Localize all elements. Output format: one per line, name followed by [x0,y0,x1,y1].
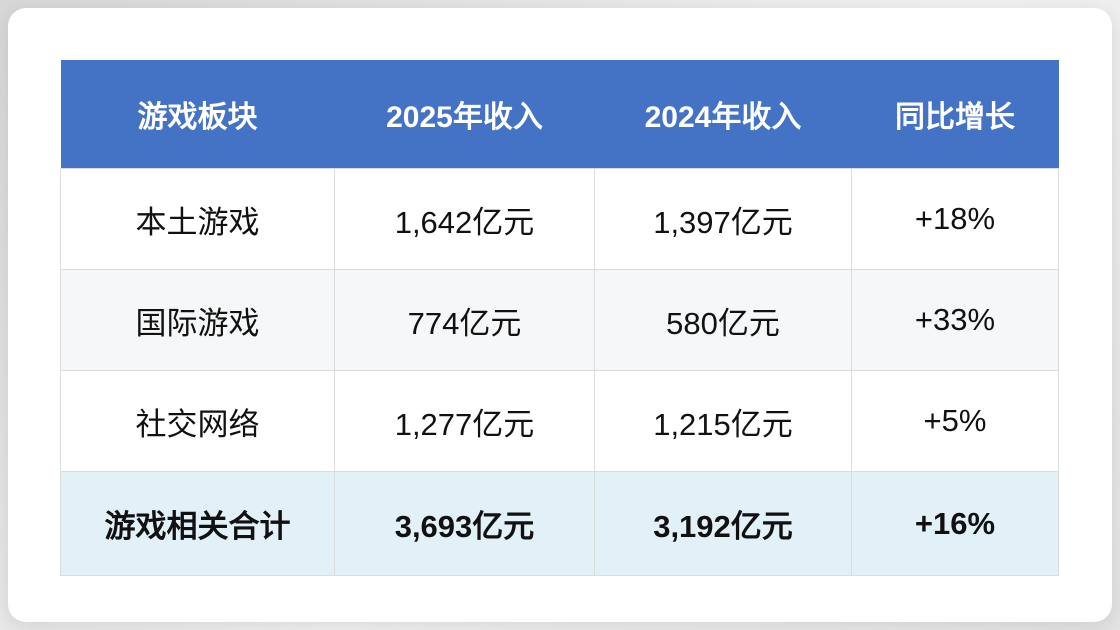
table-header-row: 游戏板块 2025年收入 2024年收入 同比增长 [60,60,1059,169]
revenue-2024-cell: 580亿元 [594,269,852,371]
table-card: 游戏板块 2025年收入 2024年收入 同比增长 本土游戏 1,642亿元 1… [8,8,1112,622]
revenue-2024-cell: 1,215亿元 [594,370,852,472]
revenue-2024-cell: 3,192亿元 [594,471,852,576]
table-row-games-total: 游戏相关合计 3,693亿元 3,192亿元 +16% [60,471,1059,576]
revenue-table: 游戏板块 2025年收入 2024年收入 同比增长 本土游戏 1,642亿元 1… [60,60,1059,576]
segment-cell: 国际游戏 [60,269,335,371]
yoy-growth-cell: +18% [851,168,1059,270]
yoy-growth-cell: +16% [851,471,1059,576]
revenue-2024-cell: 1,397亿元 [594,168,852,270]
segment-cell: 社交网络 [60,370,335,472]
segment-cell: 本土游戏 [60,168,335,270]
yoy-growth-cell: +33% [851,269,1059,371]
column-header-revenue-2025: 2025年收入 [334,60,595,169]
table-row-social-networks: 社交网络 1,277亿元 1,215亿元 +5% [60,370,1059,472]
table-row-international-games: 国际游戏 774亿元 580亿元 +33% [60,269,1059,371]
revenue-2025-cell: 3,693亿元 [334,471,595,576]
revenue-2025-cell: 1,277亿元 [334,370,595,472]
segment-cell: 游戏相关合计 [60,471,335,576]
yoy-growth-cell: +5% [851,370,1059,472]
column-header-yoy-growth: 同比增长 [851,60,1059,169]
revenue-2025-cell: 1,642亿元 [334,168,595,270]
column-header-segment: 游戏板块 [60,60,335,169]
table-row-domestic-games: 本土游戏 1,642亿元 1,397亿元 +18% [60,168,1059,270]
column-header-revenue-2024: 2024年收入 [594,60,852,169]
revenue-2025-cell: 774亿元 [334,269,595,371]
